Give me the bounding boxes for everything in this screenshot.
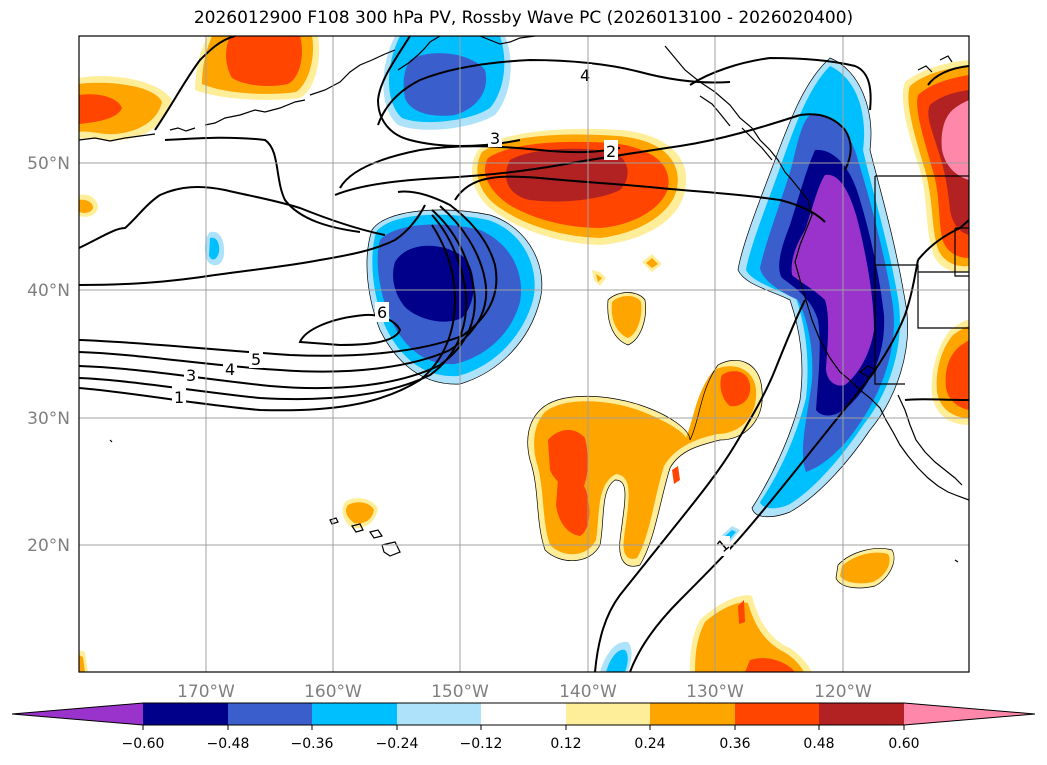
lon-label: 140°W: [559, 682, 617, 702]
colorbar-tick: −0.36: [291, 736, 334, 752]
colorbar-segment: [397, 703, 481, 725]
pv-anomaly-shading: [79, 36, 969, 672]
contour-label: 4: [580, 66, 590, 85]
colorbar-segment: [819, 703, 904, 725]
contour-label: 1: [174, 388, 184, 407]
colorbar-tick: 0.60: [888, 736, 919, 752]
lat-label: 50°N: [27, 154, 70, 174]
colorbar-segment: [481, 703, 566, 725]
colorbar-tick: −0.48: [207, 736, 250, 752]
colorbar-extend-min: [12, 703, 143, 725]
lon-label: 150°W: [431, 682, 489, 702]
colorbar-segment: [228, 703, 312, 725]
contour-label: 6: [377, 303, 387, 322]
contour-label: 4: [225, 360, 235, 379]
latitude-labels: 50°N 40°N 30°N 20°N: [27, 154, 70, 556]
colorbar-tick: −0.12: [460, 736, 503, 752]
colorbar-tick: 0.36: [719, 736, 750, 752]
colorbar-segment: [650, 703, 735, 725]
colorbar-tick: 0.24: [634, 736, 665, 752]
lon-label: 120°W: [814, 682, 872, 702]
colorbar-segment: [566, 703, 650, 725]
contour-labels: 1 1 2 3 3 4 4 5 6: [172, 64, 733, 556]
colorbar-tick: −0.24: [376, 736, 419, 752]
contour-label: 3: [186, 366, 196, 385]
contour-label: 5: [251, 350, 261, 369]
lat-label: 20°N: [27, 536, 70, 556]
map-title: 2026012900 F108 300 hPa PV, Rossby Wave …: [193, 8, 854, 28]
lon-label: 170°W: [177, 682, 235, 702]
longitude-labels: 170°W 160°W 150°W 140°W 130°W 120°W: [177, 682, 872, 702]
contour-label: 2: [606, 142, 616, 161]
colorbar-tick: 0.12: [550, 736, 581, 752]
colorbar-tick: −0.60: [122, 736, 165, 752]
lat-label: 30°N: [27, 409, 70, 429]
gridlines: [79, 36, 969, 672]
colorbar-segment: [143, 703, 228, 725]
colorbar-extend-max: [904, 703, 1035, 725]
colorbar: −0.60 −0.48 −0.36 −0.24 −0.12 0.12 0.24 …: [11, 702, 1036, 752]
colorbar-tick: 0.48: [803, 736, 834, 752]
lon-label: 160°W: [304, 682, 362, 702]
colorbar-segment: [312, 703, 397, 725]
colorbar-segment: [735, 703, 819, 725]
lon-label: 130°W: [686, 682, 744, 702]
map-frame: [78, 35, 970, 673]
contour-label: 3: [490, 129, 500, 148]
lat-label: 40°N: [27, 281, 70, 301]
